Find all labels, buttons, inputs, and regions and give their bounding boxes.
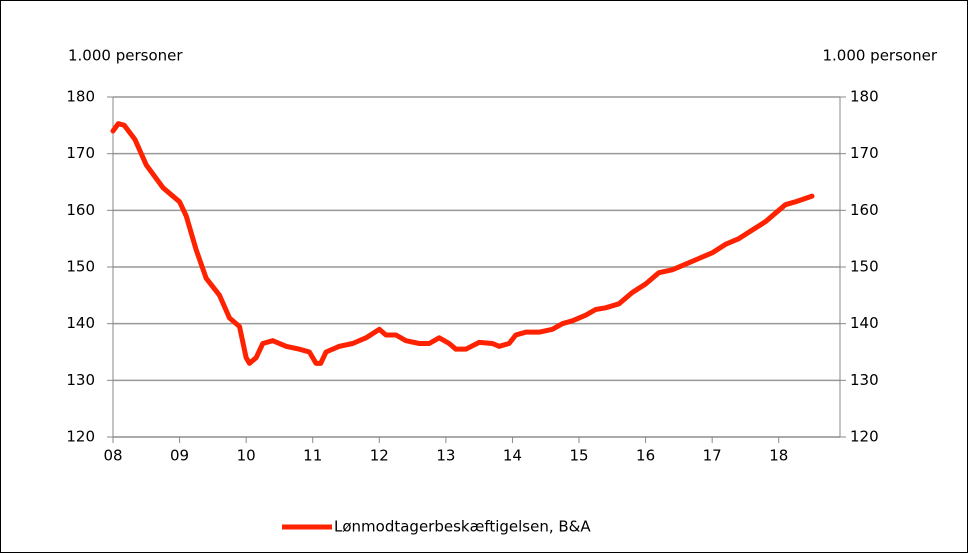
x-tick-label: 18 (769, 447, 788, 465)
legend-label: Lønmodtagerbeskæftigelsen, B&A (334, 518, 591, 536)
y-tick-label: 160 (66, 201, 95, 219)
y-tick-label: 120 (66, 428, 95, 446)
x-tick-label: 08 (103, 447, 122, 465)
y2-tick-label: 130 (850, 371, 879, 389)
y2-tick-label: 140 (850, 314, 879, 332)
y-tick-label: 170 (66, 144, 95, 162)
y-axis-label: 1.000 personer (68, 47, 183, 65)
y-tick-label: 150 (66, 258, 95, 276)
x-tick-label: 14 (503, 447, 522, 465)
x-tick-label: 15 (569, 447, 588, 465)
y2-tick-label: 160 (850, 201, 879, 219)
x-tick-label: 13 (436, 447, 455, 465)
y2-tick-label: 120 (850, 428, 879, 446)
y2-tick-label: 150 (850, 258, 879, 276)
x-tick-label: 11 (303, 447, 322, 465)
x-tick-label: 12 (370, 447, 389, 465)
y-tick-label: 180 (66, 88, 95, 106)
x-tick-label: 17 (703, 447, 722, 465)
y-tick-label: 140 (66, 314, 95, 332)
y-tick-label: 130 (66, 371, 95, 389)
line-series (110, 121, 815, 366)
y2-tick-label: 170 (850, 144, 879, 162)
y2-tick-label: 180 (850, 88, 879, 106)
x-tick-label: 16 (636, 447, 655, 465)
x-tick-label: 10 (237, 447, 256, 465)
x-tick-label: 09 (170, 447, 189, 465)
y2-axis-label: 1.000 personer (822, 47, 937, 65)
